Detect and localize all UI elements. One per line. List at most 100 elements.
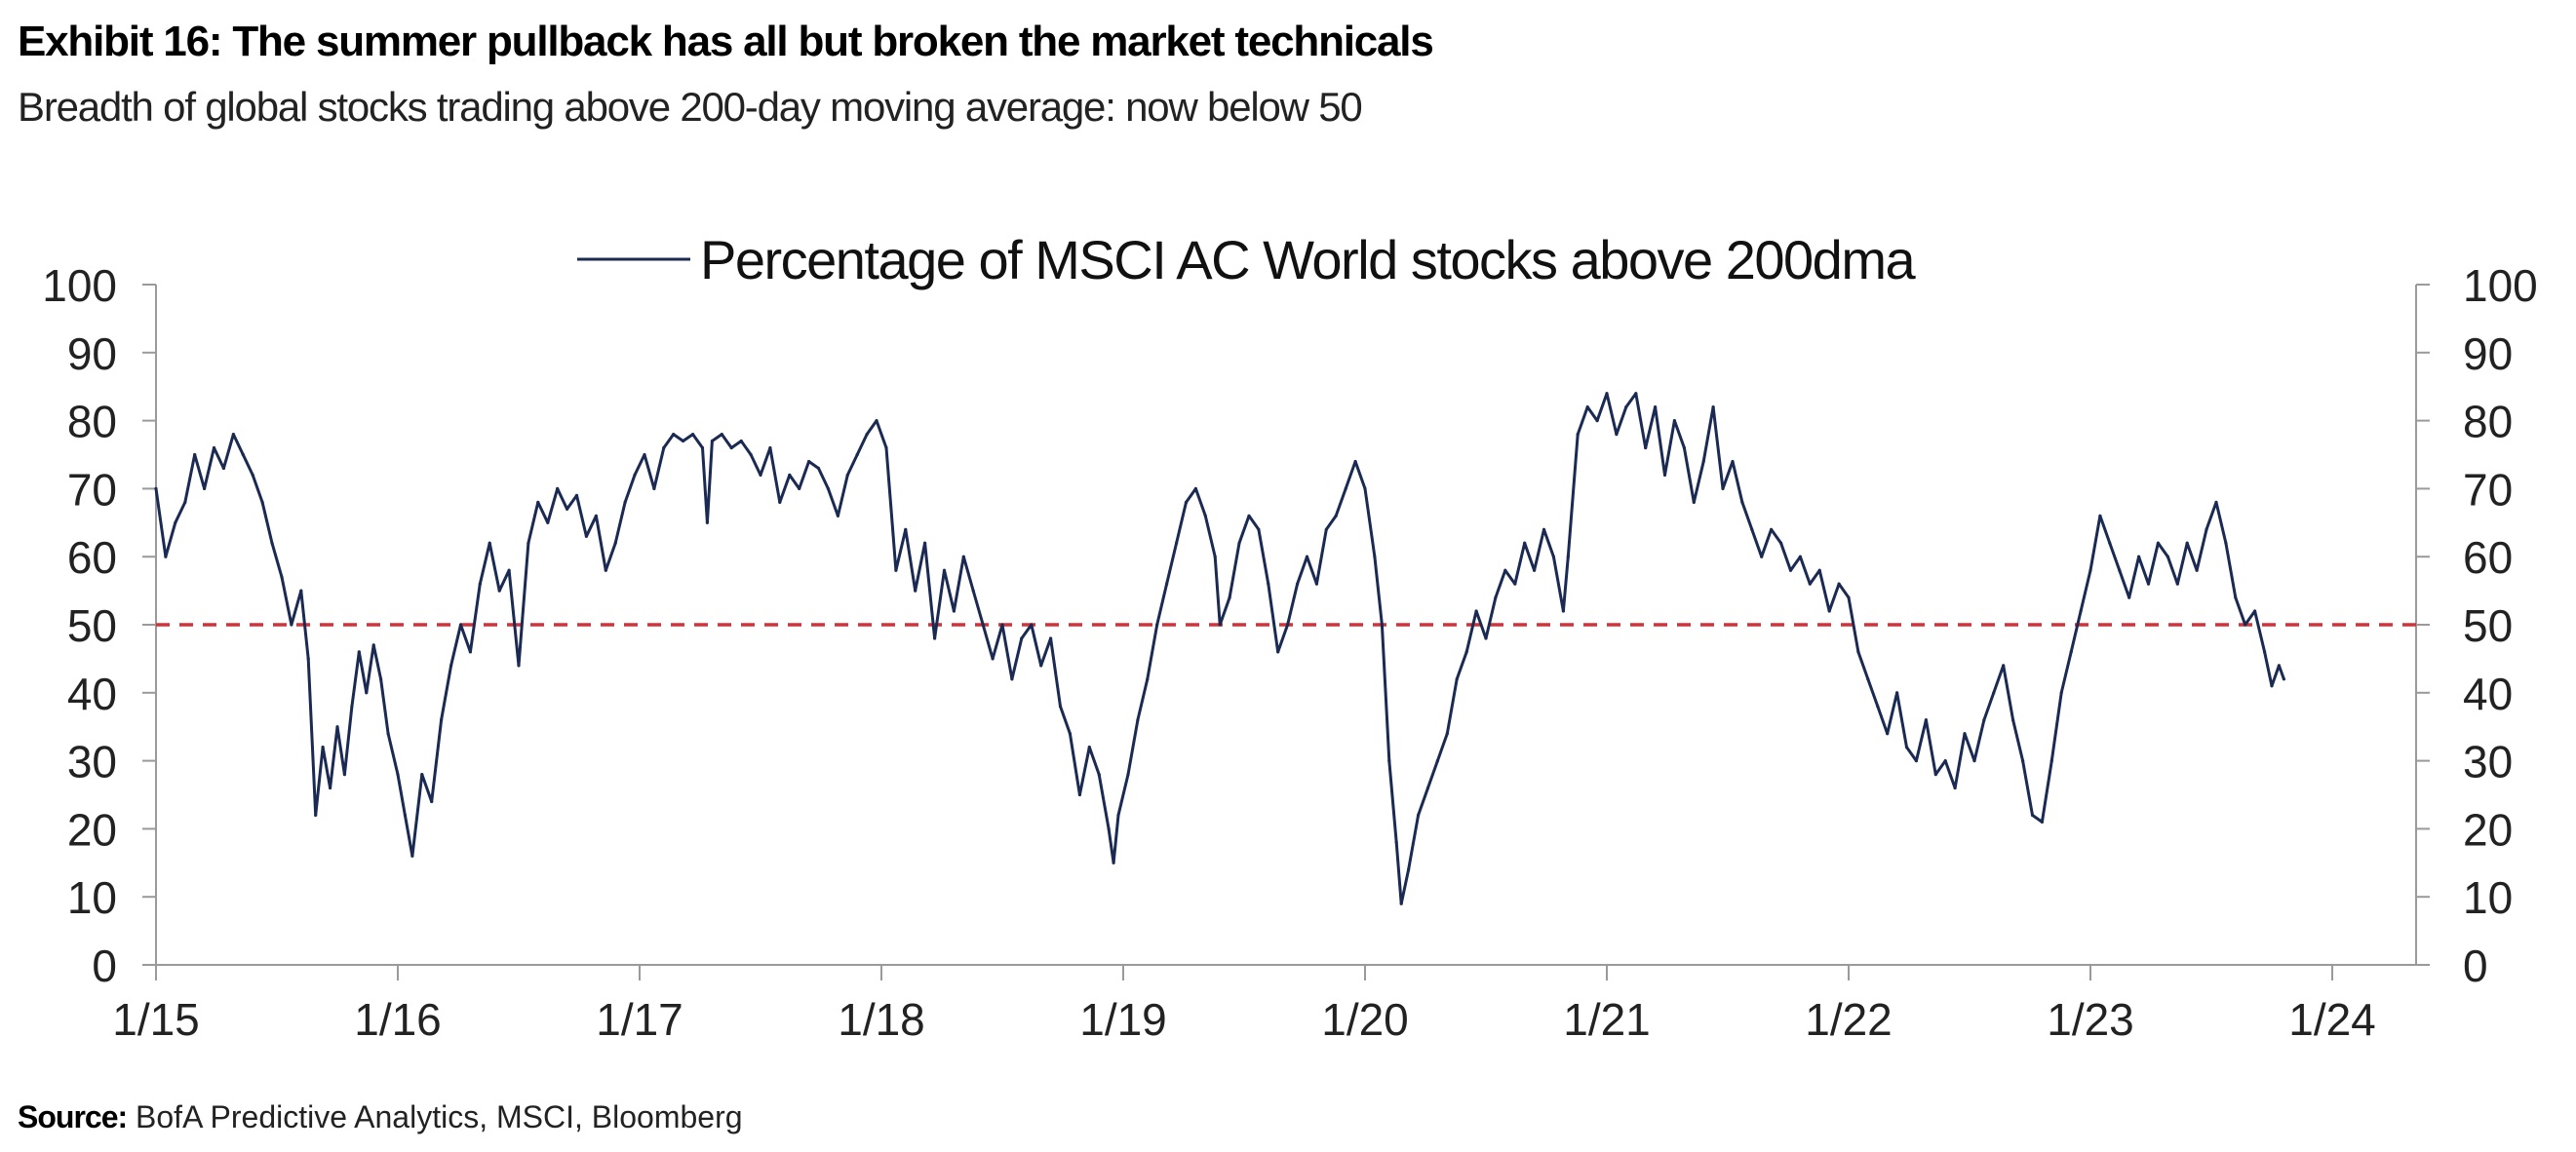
data-point — [1165, 582, 1169, 586]
data-point — [2040, 820, 2044, 825]
data-point — [2263, 650, 2267, 654]
data-point — [1435, 759, 1439, 763]
source-label: Source: — [18, 1099, 128, 1134]
data-point — [1380, 623, 1384, 627]
data-point — [1672, 419, 1676, 423]
data-point — [1010, 677, 1014, 681]
data-point — [759, 473, 762, 477]
data-point — [1943, 759, 1947, 763]
data-point — [1914, 759, 1918, 763]
data-point — [335, 725, 339, 729]
data-point — [1126, 773, 1130, 777]
data-point — [2069, 650, 2073, 654]
data-point — [379, 677, 383, 681]
data-point — [2224, 541, 2228, 545]
data-point — [2282, 677, 2285, 681]
data-point — [251, 473, 254, 477]
data-point — [865, 433, 869, 437]
x-tick-label: 1/19 — [1079, 994, 1167, 1045]
data-point — [1146, 677, 1150, 681]
data-point — [2244, 623, 2247, 627]
data-point — [836, 514, 840, 518]
data-point — [2098, 514, 2102, 518]
data-point — [231, 433, 235, 437]
x-tick-label: 1/22 — [1805, 994, 1893, 1045]
data-point — [1407, 867, 1411, 871]
data-point — [710, 439, 715, 443]
data-point — [613, 541, 617, 545]
data-point — [1982, 718, 1986, 722]
data-point — [386, 732, 390, 736]
data-point — [306, 657, 310, 661]
x-tick-label: 1/23 — [2047, 994, 2134, 1045]
data-point — [527, 541, 530, 545]
data-point — [1455, 677, 1459, 681]
data-point — [365, 691, 369, 695]
data-point — [1634, 392, 1638, 396]
y-tick-label-left: 90 — [67, 328, 117, 379]
data-point — [1116, 813, 1120, 818]
data-point — [933, 636, 937, 640]
data-point — [2175, 582, 2179, 586]
data-point — [1837, 582, 1841, 586]
data-point — [2030, 813, 2035, 818]
data-point — [1247, 514, 1251, 518]
y-tick-label-right: 0 — [2463, 941, 2488, 991]
data-point — [546, 520, 550, 524]
data-point — [1228, 595, 1231, 599]
data-point — [183, 500, 187, 505]
data-point — [1798, 555, 1802, 558]
data-point — [807, 459, 811, 464]
data-point — [2002, 664, 2006, 668]
data-point — [1770, 527, 1774, 531]
data-point — [1561, 609, 1565, 613]
data-point — [357, 650, 361, 654]
data-point — [574, 493, 579, 497]
data-point — [1087, 746, 1091, 749]
data-point — [2166, 555, 2169, 558]
data-point — [536, 500, 540, 505]
breadth-line-chart: 1009080706050403020100100908070605040302… — [42, 229, 2538, 1045]
data-point — [270, 541, 274, 545]
y-tick-label-right: 90 — [2463, 328, 2513, 379]
data-point — [193, 452, 197, 457]
data-point — [1039, 664, 1043, 668]
data-point — [604, 568, 607, 572]
data-point — [299, 589, 303, 593]
data-point — [1924, 718, 1928, 722]
data-point — [643, 452, 646, 457]
data-point — [1827, 609, 1831, 613]
data-point — [1175, 541, 1179, 545]
series-layer — [154, 392, 2285, 905]
data-point — [1654, 405, 1658, 409]
data-point — [2127, 595, 2131, 599]
data-point — [1760, 555, 1764, 558]
data-point — [1464, 650, 1468, 654]
data-point — [875, 419, 878, 423]
data-point — [1363, 486, 1367, 490]
data-point — [682, 439, 685, 443]
data-point — [2079, 609, 2083, 613]
data-point — [1213, 555, 1217, 558]
data-point — [396, 773, 400, 777]
data-point — [2118, 568, 2122, 572]
y-tick-label-left: 30 — [67, 737, 117, 787]
y-tick-label-right: 10 — [2463, 872, 2513, 923]
axes-layer: 1009080706050403020100100908070605040302… — [42, 260, 2538, 1045]
data-point — [1394, 840, 1398, 845]
y-tick-label-right: 100 — [2463, 260, 2538, 311]
data-point — [1344, 486, 1347, 490]
data-point — [1257, 527, 1261, 531]
data-point — [2156, 541, 2160, 545]
data-point — [1876, 705, 1880, 709]
x-tick-label: 1/18 — [838, 994, 925, 1045]
data-point — [154, 486, 158, 490]
data-point — [2234, 595, 2238, 599]
data-point — [290, 623, 293, 627]
data-point — [403, 813, 407, 818]
data-point — [2253, 609, 2257, 613]
data-point — [2205, 527, 2208, 531]
data-point — [314, 813, 318, 818]
data-point — [2011, 718, 2015, 722]
data-point — [1000, 623, 1004, 627]
